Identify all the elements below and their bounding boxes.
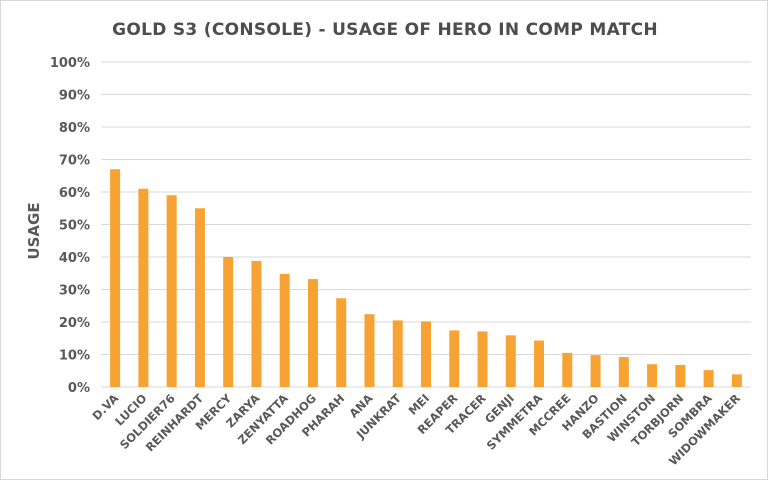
y-tick-label: 40% xyxy=(59,251,90,266)
bar-genji xyxy=(505,335,516,387)
bar-mccree xyxy=(562,352,573,387)
bar-torbjorn xyxy=(675,364,686,387)
bar-zarya xyxy=(251,260,262,387)
bar-ana xyxy=(364,314,375,387)
bar-soldier76 xyxy=(166,195,177,387)
y-tick-label: 0% xyxy=(68,381,90,396)
bar-mercy xyxy=(223,257,234,387)
bar-sombra xyxy=(703,370,714,387)
bar-winston xyxy=(647,364,658,387)
bar-pharah xyxy=(336,298,347,387)
bar-mei xyxy=(421,321,431,387)
y-tick-label: 10% xyxy=(59,349,90,364)
bar-junkrat xyxy=(392,320,403,387)
y-tick-label: 20% xyxy=(59,316,90,331)
y-tick-label: 90% xyxy=(59,89,90,104)
bars xyxy=(110,169,742,387)
bar-widowmaker xyxy=(731,374,742,387)
x-axis-ticks: D.VALUCIOSOLDIER76REINHARDTMERCYZARYAZEN… xyxy=(89,391,743,469)
y-tick-label: 60% xyxy=(59,186,90,201)
y-tick-label: 70% xyxy=(59,154,90,169)
bar-d-va xyxy=(110,169,121,387)
bar-reaper xyxy=(449,330,460,387)
y-axis-label: USAGE xyxy=(25,202,43,259)
bar-symmetra xyxy=(534,340,545,387)
gridlines xyxy=(101,61,751,388)
bar-lucio xyxy=(138,188,149,387)
y-tick-label: 80% xyxy=(59,121,90,136)
bar-bastion xyxy=(618,357,629,387)
y-tick-label: 30% xyxy=(59,284,90,299)
chart-title: GOLD S3 (CONSOLE) - USAGE OF HERO IN COM… xyxy=(112,20,658,40)
bar-tracer xyxy=(477,331,488,387)
y-tick-label: 100% xyxy=(50,56,90,71)
bar-roadhog xyxy=(307,279,318,387)
y-tick-label: 50% xyxy=(59,219,90,234)
y-axis-ticks: 0% 10% 20% 30% 40% 50% 60% 70% 80% 90% 100% xyxy=(50,56,90,396)
bar-zenyatta xyxy=(279,273,290,387)
bar-hanzo xyxy=(590,355,601,387)
bar-reinhardt xyxy=(194,208,205,387)
